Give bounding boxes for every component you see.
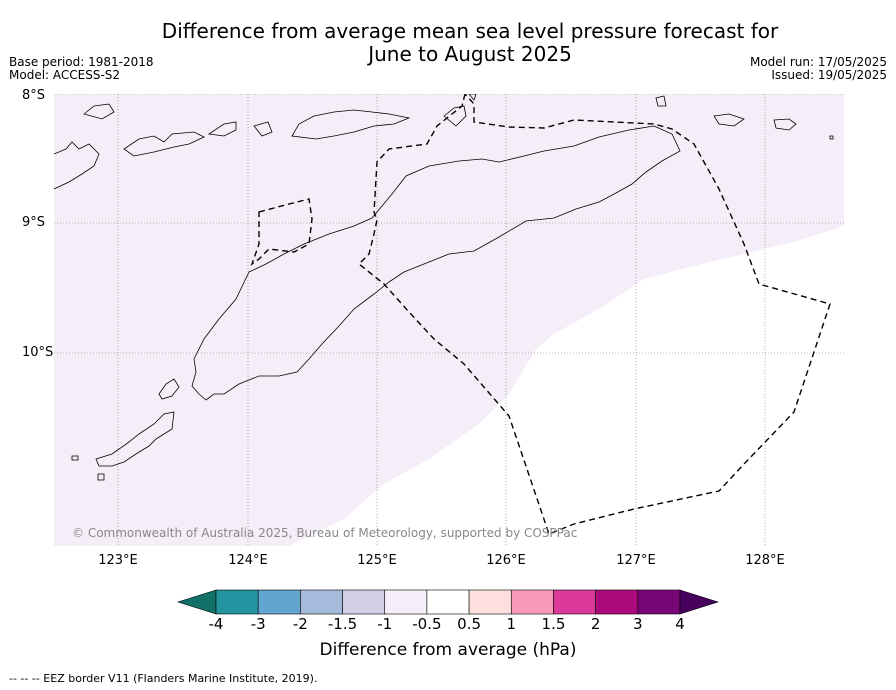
colorbar-tick-label: -0.5 — [412, 615, 442, 633]
alor-island — [291, 109, 411, 140]
lat-label-9s: 9°S — [22, 215, 46, 230]
colorbar-extend-low — [177, 589, 217, 615]
map-title: Difference from average mean sea level p… — [120, 20, 820, 66]
colorbar-tick-label: -1 — [377, 615, 393, 633]
lembata-island — [207, 121, 237, 137]
map-svg — [54, 94, 844, 546]
title-line-1: Difference from average mean sea level p… — [161, 19, 779, 43]
leti-island — [713, 113, 745, 127]
colorbar-tick-label: 1 — [506, 615, 517, 633]
semau-island — [158, 378, 180, 400]
lon-label-123e: 123°E — [98, 553, 138, 568]
small-islet-1 — [71, 455, 79, 461]
colorbar-cell — [257, 589, 301, 615]
colorbar-cell — [384, 589, 428, 615]
lon-label-125e: 125°E — [357, 553, 397, 568]
coastlines — [54, 94, 834, 481]
colorbar-cell — [510, 589, 554, 615]
eez-border — [357, 94, 831, 535]
flores-west — [83, 103, 115, 120]
colorbar-cell — [426, 589, 470, 615]
lat-label-10s: 10°S — [22, 345, 54, 360]
copyright-notice: © Commonwealth of Australia 2025, Bureau… — [72, 526, 578, 540]
model-run: Model run: 17/05/2025 — [749, 55, 887, 69]
lakor-islet — [829, 135, 834, 140]
colorbar-tick-label: 3 — [633, 615, 643, 633]
wetar-islet — [443, 105, 467, 127]
lon-label-124e: 124°E — [228, 553, 268, 568]
timor-island — [191, 125, 681, 401]
small-islet-2 — [97, 473, 105, 481]
moa-island — [773, 118, 797, 131]
title-line-2: June to August 2025 — [368, 42, 572, 66]
eez-legend-footer: -- -- -- EEZ border V11 (Flanders Marine… — [9, 672, 318, 685]
colorbar-tick-label: 4 — [675, 615, 685, 633]
issued-date: Issued: 19/05/2025 — [771, 68, 887, 82]
atauro-islet — [468, 94, 477, 101]
colorbar-cell — [342, 589, 386, 615]
lon-label-127e: 127°E — [616, 553, 656, 568]
base-period: Base period: 1981-2018 — [9, 55, 154, 69]
colorbar-cell — [553, 589, 596, 615]
flores-coast — [54, 141, 100, 190]
meta-left: Base period: 1981-2018 Model: ACCESS-S2 — [9, 56, 154, 82]
colorbar-tick-label: -1.5 — [327, 615, 358, 633]
colorbar-cell — [468, 589, 512, 615]
map-area[interactable] — [54, 94, 844, 546]
colorbar-tick-label: 1.5 — [541, 615, 566, 633]
adonara-island — [123, 131, 205, 157]
colorbar-tick-label: -2 — [292, 615, 308, 633]
colorbar-tick-label: 0.5 — [457, 615, 482, 633]
colorbar-tick-label: -3 — [250, 615, 266, 633]
graticule — [54, 94, 844, 546]
lat-label-8s: 8°S — [22, 88, 46, 103]
colorbar-cell — [637, 589, 681, 615]
romang-island — [655, 95, 667, 107]
colorbar-label: Difference from average (hPa) — [319, 640, 577, 660]
colorbar-cell — [215, 589, 259, 615]
colorbar-tick-label: 2 — [590, 615, 601, 633]
colorbar-extend-high — [679, 589, 719, 615]
lon-label-126e: 126°E — [486, 553, 526, 568]
anomaly-shading — [54, 94, 844, 546]
colorbar-cells — [177, 589, 719, 615]
eez-enclave — [250, 198, 313, 266]
colorbar — [177, 589, 719, 615]
colorbar-cell — [300, 589, 343, 615]
lon-label-128e: 128°E — [745, 553, 785, 568]
roti-island — [95, 411, 175, 467]
colorbar-tick-label: -4 — [208, 615, 224, 633]
meta-right: Model run: 17/05/2025 Issued: 19/05/2025 — [750, 56, 887, 82]
model-name: Model: ACCESS-S2 — [9, 68, 121, 82]
colorbar-cell — [595, 589, 639, 615]
pantar-island — [253, 121, 273, 137]
